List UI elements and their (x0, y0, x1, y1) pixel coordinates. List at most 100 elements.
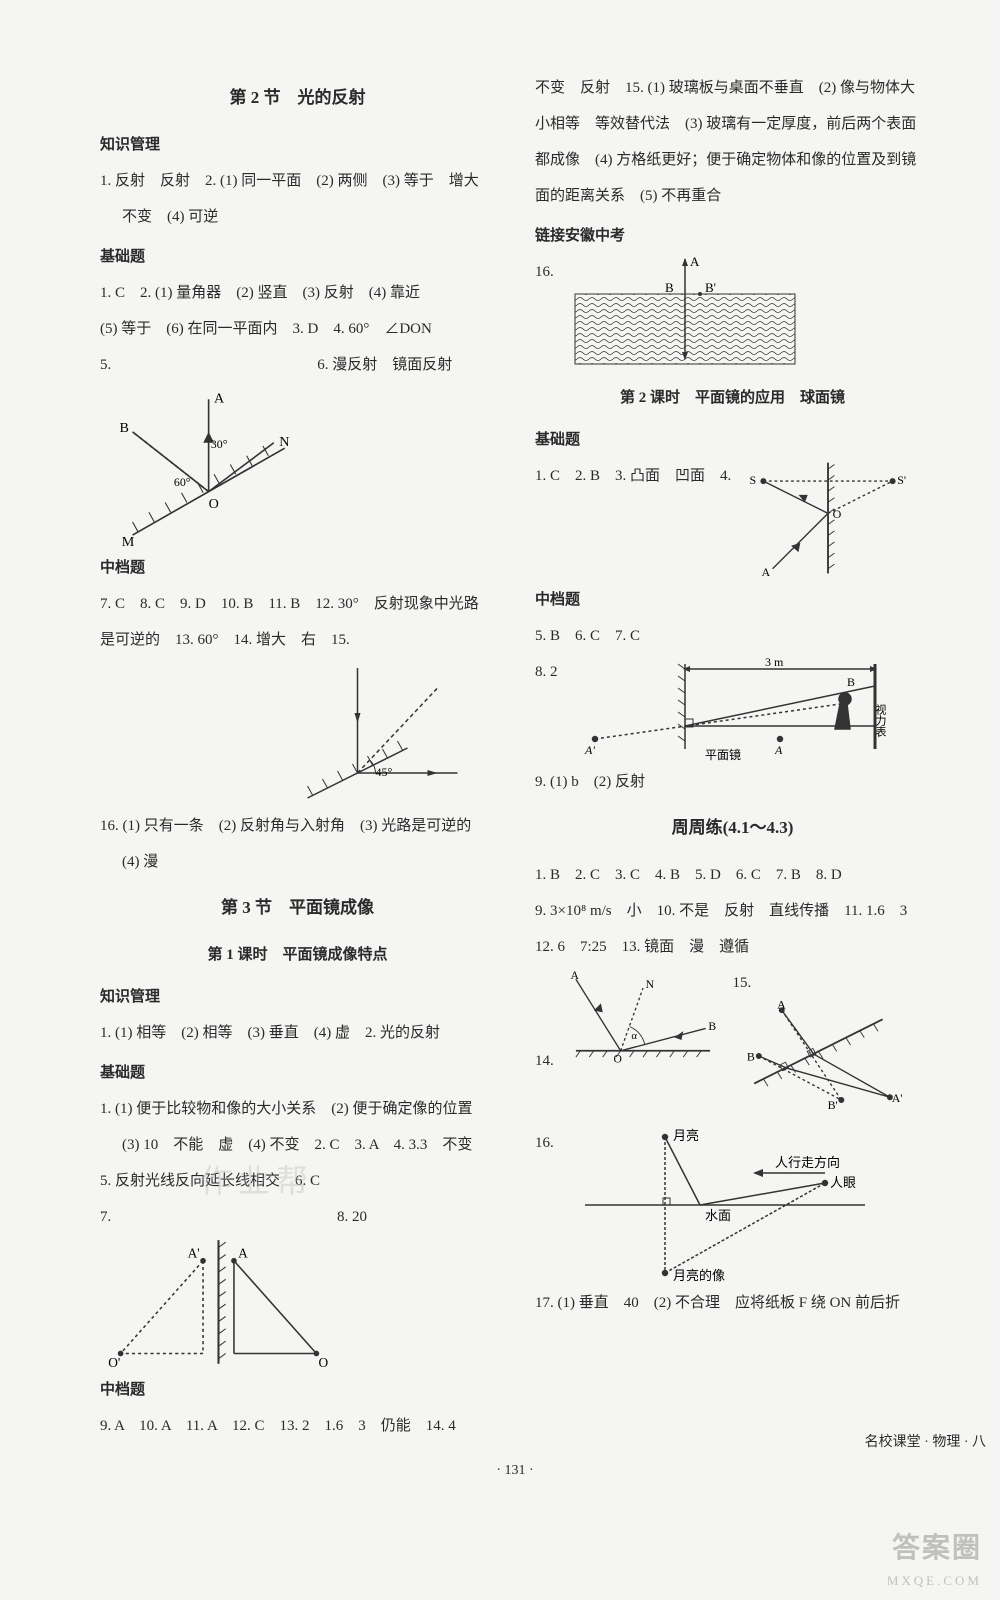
anhui-heading: 链接安徽中考 (535, 218, 930, 254)
text-line: 面的距离关系 (5) 不再重合 (535, 178, 930, 214)
label-A: A (774, 743, 783, 757)
section-title: 第 3 节 平面镜成像 (100, 888, 495, 929)
label-Op: O' (108, 1354, 120, 1368)
row: 8. 2 (535, 654, 930, 764)
label-N: N (279, 434, 289, 450)
text-line: 1. B 2. C 3. C 4. B 5. D 6. C 7. B 8. D (535, 857, 930, 893)
label-B: B (120, 420, 129, 436)
label-eye: 人眼 (830, 1175, 856, 1190)
reflection-diagram-5: A B N M O 30° 60° (100, 383, 317, 546)
label-walk: 人行走方向 (775, 1155, 840, 1170)
label-O: O (832, 507, 841, 521)
subsection-title: 第 2 课时 平面镜的应用 球面镜 (535, 380, 930, 416)
text-line: (4) 漫 (100, 844, 495, 880)
mid-heading: 中档题 (100, 1372, 495, 1408)
label-Sp: S' (897, 473, 906, 487)
label-A: A (570, 969, 579, 982)
label-B: B (708, 1020, 716, 1033)
label-30: 30° (211, 437, 228, 451)
label-Bp: B' (705, 280, 716, 295)
label-B: B (746, 1049, 754, 1063)
moon-diagram-16: 月亮 人眼 人行走方向 水面 月亮的像 (565, 1125, 885, 1285)
watermark-sub: MXQE.COM (887, 1565, 982, 1596)
mid-heading: 中档题 (535, 582, 930, 618)
row: 14. (535, 965, 930, 1125)
text-line: 9. 3×10⁸ m/s 小 10. 不是 反射 直线传播 11. 1.6 3 (535, 893, 930, 929)
item-number: 5. (100, 357, 111, 373)
label-B: B (665, 280, 674, 295)
label-S: S (749, 473, 756, 487)
text-line: 16. (1) 只有一条 (2) 反射角与入射角 (3) 光路是可逆的 (100, 808, 495, 844)
mid-heading: 中档题 (100, 550, 495, 586)
label-a: α (631, 1030, 637, 1042)
subsection-title: 第 1 课时 平面镜成像特点 (100, 937, 495, 973)
page-number: · 131 · (100, 1454, 930, 1488)
label-A: A (214, 390, 225, 406)
text-line: 7. C 8. C 9. D 10. B 11. B 12. 30° 反射现象中… (100, 586, 495, 622)
label-N: N (645, 978, 654, 991)
label-mirror: 平面镜 (705, 747, 741, 762)
label-chart: 视力表 (874, 703, 887, 738)
text-line: 6. 漫反射 镜面反射 (317, 347, 495, 383)
label-Ap: A' (891, 1091, 902, 1105)
left-column: 第 2 节 光的反射 知识管理 1. 反射 反射 2. (1) 同一平面 (2)… (100, 70, 495, 1444)
label-M: M (122, 534, 135, 546)
label-60: 60° (174, 475, 191, 489)
label-A: A (238, 1245, 248, 1260)
label-A: A (690, 254, 700, 269)
item-number: 16. (535, 1125, 565, 1161)
item-number: 16. (535, 254, 565, 290)
text-line: 5. B 6. C 7. C (535, 618, 930, 654)
reflection-diagram-15: 45° (100, 658, 495, 808)
text-line: 12. 6 7:25 13. 镜面 漫 遵循 (535, 929, 930, 965)
section-title: 第 2 节 光的反射 (100, 78, 495, 119)
row: 5. (100, 347, 495, 546)
knowledge-heading: 知识管理 (100, 127, 495, 163)
item-number: 8. 2 (535, 654, 575, 690)
basic-heading: 基础题 (100, 239, 495, 275)
week-diagram-14: A N B O α (558, 965, 728, 1065)
text-line: 1. (1) 相等 (2) 相等 (3) 垂直 (4) 虚 2. 光的反射 (100, 1015, 495, 1051)
row: 16. A B B' (535, 254, 930, 374)
label-O: O (209, 496, 219, 512)
text-line: 9. A 10. A 11. A 12. C 13. 2 1.6 3 仍能 14… (100, 1408, 495, 1444)
text-line: 不变 (4) 可逆 (100, 199, 495, 235)
knowledge-heading: 知识管理 (100, 979, 495, 1015)
row: 16. 月亮 人眼 人行走方向 水面 (535, 1125, 930, 1285)
label-water: 水面 (705, 1208, 731, 1223)
mirror-diagram-4: S S' O A (733, 458, 923, 578)
label-Ap: A' (584, 743, 595, 757)
label-Ap: A' (188, 1245, 200, 1260)
two-column-layout: 第 2 节 光的反射 知识管理 1. 反射 反射 2. (1) 同一平面 (2)… (100, 70, 930, 1444)
mirror-diagram-7: A A' O O' (100, 1235, 337, 1369)
anhui-diagram-16: A B B' (565, 254, 805, 374)
watermark-mid: 作业帮 (200, 1143, 314, 1220)
label-A: A (777, 1001, 786, 1011)
text-line: 17. (1) 垂直 40 (2) 不合理 应将纸板 F 绕 ON 前后折 (535, 1285, 930, 1321)
label-B: B (847, 675, 855, 689)
label-moonimg: 月亮的像 (673, 1268, 725, 1283)
text-line: (5) 等于 (6) 在同一平面内 3. D 4. 60° ∠DON (100, 311, 495, 347)
label-Bp: B' (827, 1098, 837, 1111)
vision-diagram-8: 3 m B A A' 视力表 平面镜 (575, 654, 895, 764)
book-reference: 名校课堂 · 物理 · 八 (865, 1426, 986, 1460)
text-line: 8. 20 (337, 1199, 367, 1235)
text-line: 是可逆的 13. 60° 14. 增大 右 15. (100, 622, 495, 658)
row: 1. C 2. B 3. 凸面 凹面 4. (535, 458, 930, 578)
text-line: 1. C 2. B 3. 凸面 凹面 4. (535, 458, 733, 494)
item-number: 7. (100, 1209, 111, 1225)
label-45: 45° (376, 765, 393, 779)
week-diagram-15: A B A' B' (733, 1001, 913, 1111)
basic-heading: 基础题 (100, 1055, 495, 1091)
item-number: 15. (733, 975, 752, 991)
section-title: 周周练(4.1～4.3) (535, 808, 930, 849)
text-line: 1. C 2. (1) 量角器 (2) 竖直 (3) 反射 (4) 靠近 (100, 275, 495, 311)
label-dist: 3 m (765, 655, 784, 669)
label-O: O (318, 1354, 328, 1368)
label-moon: 月亮 (673, 1128, 699, 1143)
label-A: A (761, 565, 770, 578)
text-line: 都成像 (4) 方格纸更好；便于确定物体和像的位置及到镜 (535, 142, 930, 178)
right-column: 不变 反射 15. (1) 玻璃板与桌面不垂直 (2) 像与物体大 小相等 等效… (535, 70, 930, 1444)
text-line: 1. (1) 便于比较物和像的大小关系 (2) 便于确定像的位置 (100, 1091, 495, 1127)
row: 7. (100, 1199, 495, 1369)
